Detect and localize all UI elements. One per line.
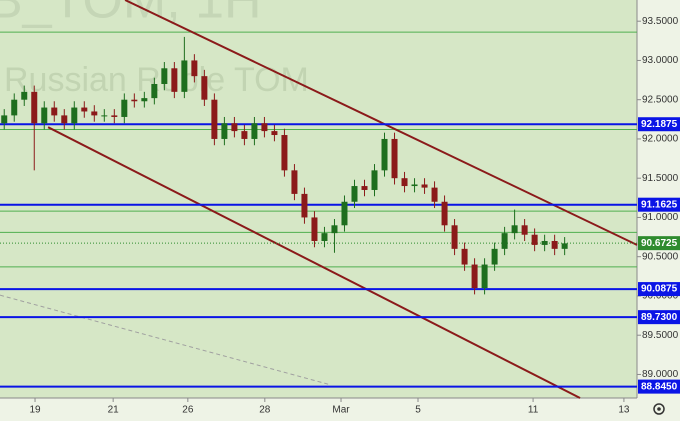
candle-body <box>441 201 448 226</box>
level-label: 92.1875 <box>641 119 678 130</box>
candle-body <box>101 115 108 117</box>
level-label: 90.0875 <box>641 284 678 295</box>
candle-body <box>521 225 528 235</box>
candle-body <box>221 123 228 139</box>
level-label: 89.7300 <box>641 312 678 323</box>
candle-body <box>551 240 558 249</box>
candle-body <box>251 123 258 139</box>
candle-body <box>271 131 278 136</box>
candle-body <box>151 83 158 99</box>
candle-body <box>331 225 338 234</box>
candle-body <box>391 138 398 179</box>
y-tick-label: 91.5000 <box>642 173 679 184</box>
candle-body <box>81 107 88 112</box>
candle-body <box>361 186 368 190</box>
candle-body <box>351 186 358 202</box>
settings-icon[interactable] <box>653 403 665 415</box>
candle-body <box>341 201 348 226</box>
level-label: 91.1625 <box>641 199 678 210</box>
candle-body <box>411 184 418 187</box>
candle-body <box>121 99 128 117</box>
candle-body <box>311 217 318 241</box>
y-tick-label: 90.0000 <box>642 291 679 302</box>
level-label-box <box>638 282 680 297</box>
candle-body <box>321 233 328 241</box>
candle-body <box>31 91 38 124</box>
x-tick-label: 11 <box>528 405 539 416</box>
candle-body <box>471 264 478 289</box>
level-label: 88.8450 <box>641 381 678 392</box>
candle-body <box>41 107 48 124</box>
trendline <box>0 294 330 386</box>
settings-hub[interactable] <box>657 407 661 411</box>
candle-body <box>401 178 408 187</box>
y-tick-label: 93.0000 <box>642 55 679 66</box>
candle-body <box>1 115 8 124</box>
candle-body <box>481 264 488 289</box>
y-tick-label: 92.5000 <box>642 94 679 105</box>
candle-body <box>241 131 248 139</box>
candle-body <box>141 98 148 102</box>
candle-body <box>211 99 218 139</box>
candle-body <box>261 123 268 132</box>
candle-body <box>181 60 188 92</box>
level-label-box <box>638 379 680 394</box>
candle-body <box>231 123 238 132</box>
candle-body <box>431 187 438 202</box>
y-tick-label: 92.0000 <box>642 134 679 145</box>
y-tick-label: 89.5000 <box>642 330 679 341</box>
candle-body <box>71 107 78 124</box>
y-tick-label: 90.5000 <box>642 251 679 262</box>
x-tick-label: 13 <box>618 405 630 416</box>
candle-body <box>161 68 168 84</box>
candle-body <box>421 184 428 188</box>
x-tick-label: 26 <box>182 405 194 416</box>
candle-body <box>61 115 68 124</box>
y-tick-label: 93.5000 <box>642 16 679 27</box>
trendline <box>47 126 581 399</box>
level-label-box <box>638 117 680 132</box>
candle-body <box>511 225 518 234</box>
candle-body <box>461 248 468 265</box>
candle-body <box>281 135 288 171</box>
candle-body <box>301 193 308 218</box>
last-price-box <box>638 236 680 251</box>
candle-body <box>541 240 548 245</box>
candle-body <box>21 91 28 100</box>
candle-body <box>131 99 138 102</box>
y-tick-label: 89.0000 <box>642 369 679 380</box>
level-label-box <box>638 197 680 212</box>
candle-body <box>51 107 58 116</box>
candle-body <box>491 248 498 265</box>
candle-body <box>531 234 538 245</box>
level-label-box <box>638 310 680 325</box>
x-tick-label: 28 <box>259 405 271 416</box>
candle-body <box>11 99 18 116</box>
candle-body <box>291 170 298 194</box>
candle-body <box>501 233 508 249</box>
candle-body <box>381 138 388 171</box>
candle-body <box>111 115 118 117</box>
candle-body <box>91 111 98 116</box>
x-tick-label: 19 <box>29 405 41 416</box>
time-axis-background <box>0 398 637 421</box>
x-tick-label: 5 <box>415 405 421 416</box>
last-price-label: 90.6725 <box>641 238 678 249</box>
candle-body <box>191 60 198 77</box>
y-tick-label: 91.0000 <box>642 212 679 223</box>
candle-body <box>201 76 208 100</box>
candle-body <box>561 243 568 249</box>
plot-background <box>0 0 637 398</box>
candle-body <box>451 225 458 249</box>
watermark-symbol: B_TOM, 1H <box>0 0 262 30</box>
candle-body <box>171 68 178 92</box>
x-tick-label: 21 <box>108 405 120 416</box>
settings-ring[interactable] <box>653 403 665 415</box>
x-tick-label: Mar <box>332 405 350 416</box>
candle-body <box>371 170 378 190</box>
